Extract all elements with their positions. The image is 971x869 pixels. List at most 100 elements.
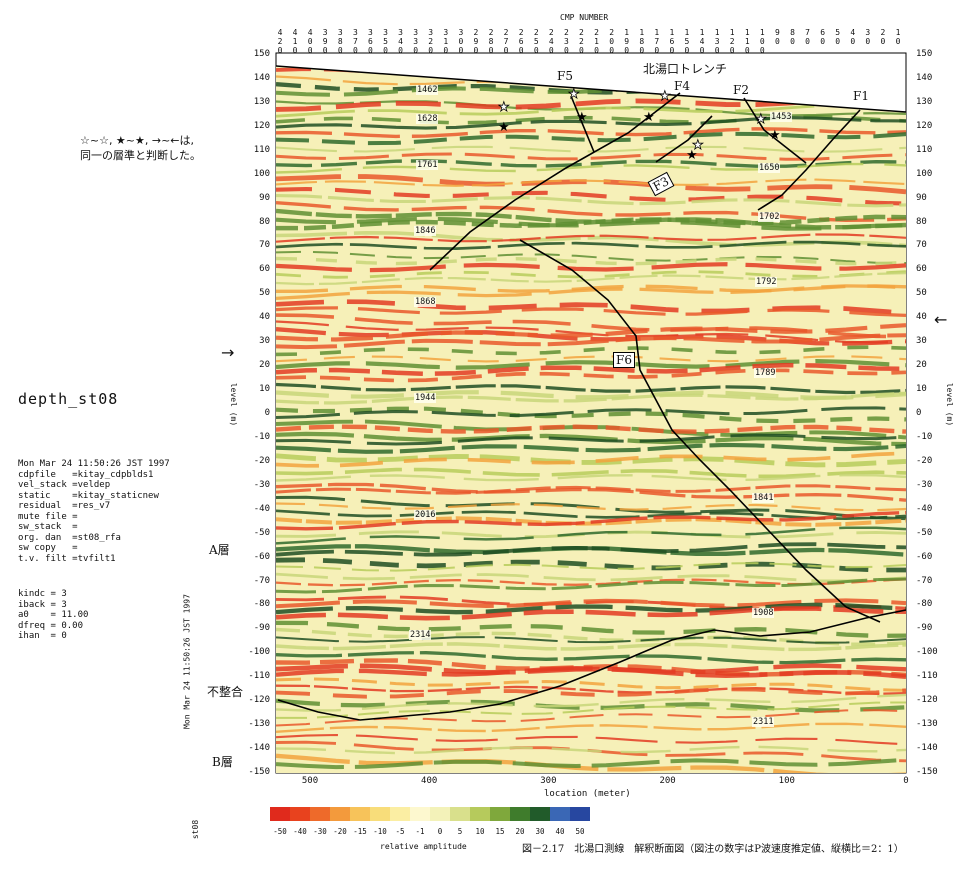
x-tick-label: 0 bbox=[903, 776, 909, 786]
colorbar-tick-label: 30 bbox=[535, 827, 545, 836]
x-tick-label: 400 bbox=[421, 776, 438, 786]
reflector-band bbox=[276, 442, 906, 454]
cmp-number: 8 0 bbox=[790, 28, 795, 46]
colorbar-tick-label: 0 bbox=[437, 827, 443, 836]
colorbar-swatch bbox=[470, 807, 490, 821]
colorbar-swatch bbox=[330, 807, 350, 821]
right-marker-arrow: ← bbox=[934, 310, 948, 329]
cmp-number: 2 9 0 bbox=[473, 28, 479, 55]
colorbar-swatch bbox=[350, 807, 370, 821]
reflector-band bbox=[276, 131, 906, 146]
reflector-band bbox=[276, 256, 906, 266]
reflector-band bbox=[276, 201, 906, 223]
open-star-icon: ★ bbox=[692, 138, 704, 153]
cmp-number: 1 9 0 bbox=[624, 28, 630, 55]
y-tick-label-right: 50 bbox=[916, 288, 927, 299]
param-line: Mon Mar 24 11:50:26 JST 1997 bbox=[18, 459, 170, 469]
reflector-band bbox=[276, 186, 906, 206]
colorbar-tick-label: 50 bbox=[575, 827, 585, 836]
reflector-band bbox=[276, 677, 906, 692]
y-tick-label-right: 120 bbox=[916, 120, 933, 131]
param-line: iback = 3 bbox=[18, 599, 67, 610]
reflector-band bbox=[276, 306, 906, 317]
reflector-band bbox=[276, 103, 906, 118]
fault-f6-line bbox=[519, 239, 881, 623]
cmp-number: 4 0 0 bbox=[307, 28, 313, 55]
param-line: sw_stack = bbox=[18, 522, 78, 532]
colorbar-tick-label: 5 bbox=[457, 827, 463, 836]
open-star-icon: ★ bbox=[498, 100, 510, 115]
reflector-band bbox=[276, 270, 906, 279]
velocity-label: 1841 bbox=[752, 493, 775, 503]
y-tick-label-right: 90 bbox=[916, 192, 927, 203]
velocity-label: 1868 bbox=[414, 297, 437, 307]
cmp-number: 3 2 0 bbox=[428, 28, 434, 55]
colorbar-tick-label: 40 bbox=[555, 827, 565, 836]
reflector-band bbox=[276, 424, 906, 434]
colorbar-tick-label: -30 bbox=[313, 827, 327, 836]
reflector-band bbox=[276, 509, 906, 521]
y-tick-label-right: 140 bbox=[916, 72, 933, 83]
reflector-band bbox=[276, 642, 906, 652]
cmp-number: 4 0 bbox=[850, 28, 856, 46]
layer-b-label: B層 bbox=[212, 755, 233, 769]
param-line: org. dan =st08_rfa bbox=[18, 532, 121, 543]
colorbar-swatch bbox=[410, 807, 430, 821]
cmp-number: 1 2 0 bbox=[729, 28, 735, 55]
parameter-list-2: kindc = 3 iback = 3 a0 = 11.00 dfreq = 0.00… bbox=[18, 589, 88, 642]
y-tick-label-right: -80 bbox=[916, 599, 933, 610]
reflector-band bbox=[276, 174, 906, 195]
y-tick-label-left: -30 bbox=[253, 479, 270, 490]
y-tick-label-right: -30 bbox=[916, 479, 933, 490]
cmp-number: 1 8 0 bbox=[639, 28, 645, 55]
velocity-label: 1908 bbox=[752, 608, 775, 618]
y-tick-label-right: 60 bbox=[916, 264, 927, 275]
reflector-band bbox=[276, 178, 906, 187]
reflector-band bbox=[276, 240, 906, 250]
y-tick-label-right: -10 bbox=[916, 431, 933, 442]
filled-star-icon: ★ bbox=[498, 120, 510, 135]
open-star-icon: ★ bbox=[568, 87, 580, 102]
y-tick-label-left: -130 bbox=[248, 719, 270, 730]
left-marker-arrow: → bbox=[221, 343, 235, 362]
cmp-number: 2 1 0 bbox=[594, 28, 599, 55]
reflector-band bbox=[276, 698, 906, 713]
y-tick-label-left: 130 bbox=[253, 96, 270, 107]
fault-label-f5: F5 bbox=[557, 69, 573, 83]
colorbar-swatch bbox=[270, 807, 290, 821]
y-tick-label-right: 150 bbox=[916, 49, 933, 59]
cmp-number: 2 0 bbox=[880, 28, 886, 46]
reflector-band bbox=[276, 368, 906, 383]
reflector-band bbox=[276, 510, 906, 531]
reflector-band bbox=[276, 272, 906, 286]
filled-star-icon: ★ bbox=[643, 110, 655, 125]
reflector-band bbox=[276, 284, 906, 301]
velocity-label: 2314 bbox=[409, 630, 432, 640]
x-tick-label: 200 bbox=[659, 776, 676, 786]
reflector-band bbox=[276, 636, 906, 644]
fault-f2-line bbox=[743, 97, 807, 164]
y-tick-label-left: 20 bbox=[259, 360, 270, 371]
reflector-band bbox=[276, 355, 906, 363]
colorbar-tick-label: -20 bbox=[333, 827, 347, 836]
note-line-1: ☆~☆, ★~★, →~←は, bbox=[80, 134, 195, 147]
param-line: t.v. filt =tvfilt1 bbox=[18, 553, 116, 564]
reflector-band bbox=[276, 162, 906, 174]
cmp-number: 3 8 0 bbox=[337, 28, 343, 55]
y-tick-label-left: -110 bbox=[248, 671, 270, 682]
cmp-number: 3 9 0 bbox=[322, 28, 328, 55]
colorbar-swatch bbox=[430, 807, 450, 821]
y-tick-label-left: -80 bbox=[253, 599, 270, 610]
fault-f3-line bbox=[429, 92, 681, 271]
reflector-layer bbox=[276, 66, 906, 773]
cmp-number: 1 7 0 bbox=[654, 28, 660, 55]
y-tick-label-right: -140 bbox=[916, 743, 938, 754]
colorbar-swatch bbox=[530, 807, 550, 821]
reflector-band bbox=[276, 598, 906, 609]
trench-label: 北湯口トレンチ bbox=[643, 62, 728, 76]
velocity-label: 1789 bbox=[754, 368, 777, 378]
reflector-band bbox=[276, 145, 906, 153]
param-line: kindc = 3 bbox=[18, 589, 67, 599]
y-tick-label-right: 70 bbox=[916, 240, 927, 251]
y-tick-label-right: 100 bbox=[916, 168, 933, 179]
